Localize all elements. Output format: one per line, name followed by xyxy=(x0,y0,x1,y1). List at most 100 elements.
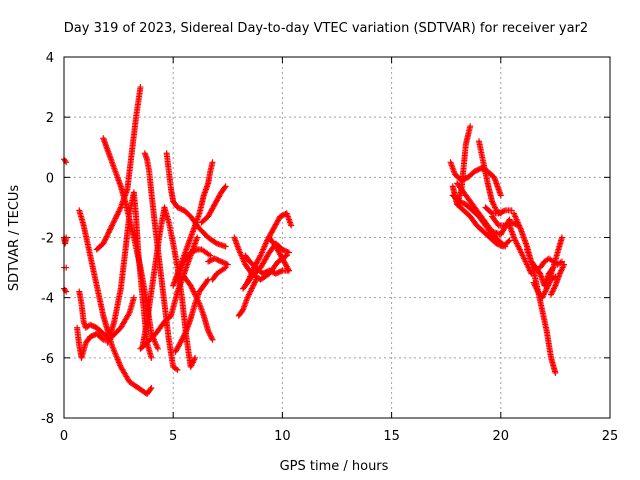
data-point xyxy=(178,206,185,213)
y-tick-label: -4 xyxy=(41,292,54,307)
data-point xyxy=(500,208,507,215)
series-arc-34 xyxy=(482,204,515,217)
x-tick-label: 0 xyxy=(60,429,68,444)
data-point xyxy=(89,332,96,339)
series-arc-07 xyxy=(74,294,137,361)
data-point xyxy=(209,159,216,166)
series-arc-14 xyxy=(163,150,229,250)
data-point xyxy=(215,257,222,264)
data-point xyxy=(148,354,155,361)
series-arc-03 xyxy=(61,264,70,271)
grid xyxy=(64,57,610,418)
data-point xyxy=(222,260,229,267)
data-point xyxy=(154,345,161,352)
data-point xyxy=(223,260,230,267)
y-tick-label: -6 xyxy=(41,352,54,367)
data-point xyxy=(110,219,117,226)
data-point xyxy=(505,238,512,245)
data-point xyxy=(188,248,195,255)
data-point xyxy=(213,256,220,263)
data-point xyxy=(137,84,144,91)
data-point xyxy=(101,237,108,244)
data-point xyxy=(174,366,181,373)
data-point xyxy=(272,270,279,277)
data-point xyxy=(207,257,214,264)
data-point xyxy=(106,228,113,235)
data-point xyxy=(506,237,513,244)
data-point xyxy=(115,209,122,216)
data-point xyxy=(493,240,500,247)
data-point xyxy=(177,205,184,212)
data-point xyxy=(194,234,201,241)
series-arc-16 xyxy=(198,183,229,226)
data-point xyxy=(558,258,565,265)
series-arc-15 xyxy=(170,159,216,289)
data-point xyxy=(284,248,291,255)
series-arc-23 xyxy=(235,276,260,319)
data-point xyxy=(280,247,287,254)
series-arc-06 xyxy=(76,288,111,340)
data-point xyxy=(107,225,114,232)
data-point xyxy=(218,258,225,265)
data-point xyxy=(561,261,568,268)
data-point xyxy=(283,248,290,255)
data-point xyxy=(467,123,474,130)
series-arc-01 xyxy=(61,156,70,166)
data-point xyxy=(282,247,289,254)
data-point xyxy=(510,220,517,227)
data-point xyxy=(259,270,266,277)
series-arc-19 xyxy=(181,273,216,343)
series-arc-36 xyxy=(506,222,535,277)
series-arc-41 xyxy=(545,234,565,283)
data-point xyxy=(285,267,292,274)
data-point xyxy=(191,247,198,254)
data-point xyxy=(211,255,218,262)
x-tick-label: 20 xyxy=(493,429,510,444)
data-point xyxy=(107,226,114,233)
series-arc-20 xyxy=(209,264,229,283)
data-point xyxy=(253,276,260,283)
data-point xyxy=(190,248,197,255)
data-point xyxy=(113,214,120,221)
data-point xyxy=(224,261,231,268)
data-point xyxy=(487,209,494,216)
data-point xyxy=(175,205,182,212)
data-point xyxy=(460,200,467,207)
data-point xyxy=(552,369,559,376)
data-point xyxy=(100,239,107,246)
data-point xyxy=(268,268,275,275)
data-point xyxy=(109,222,116,229)
data-point xyxy=(192,247,199,254)
data-point xyxy=(130,294,137,301)
data-point xyxy=(278,268,285,275)
data-point xyxy=(266,267,273,274)
tick-labels: 0 5 10 15 20 25 -8 -6 -4 -2 0 2 4 xyxy=(41,51,618,444)
data-point xyxy=(457,199,464,206)
data-point xyxy=(205,258,212,265)
data-point xyxy=(105,229,112,236)
data-point xyxy=(495,210,502,217)
data-point xyxy=(499,208,506,215)
data-point xyxy=(285,249,292,256)
data-point xyxy=(494,241,501,248)
series-arc-42 xyxy=(548,261,568,298)
data-point xyxy=(285,266,292,273)
data-point xyxy=(103,234,109,241)
data-point xyxy=(88,322,95,329)
data-point xyxy=(89,322,96,329)
data-point xyxy=(87,321,94,328)
series-arc-21 xyxy=(205,255,231,268)
data-point xyxy=(209,256,216,263)
data-point xyxy=(498,209,505,216)
data-point xyxy=(112,215,119,222)
data-point xyxy=(212,239,219,246)
data-point xyxy=(274,269,281,276)
data-point xyxy=(496,209,503,216)
data-point xyxy=(100,240,107,247)
data-point xyxy=(496,241,503,248)
data-point xyxy=(508,219,515,226)
y-tick-label: -8 xyxy=(41,412,54,427)
data-point xyxy=(105,230,112,237)
series-arc-33 xyxy=(475,138,504,217)
